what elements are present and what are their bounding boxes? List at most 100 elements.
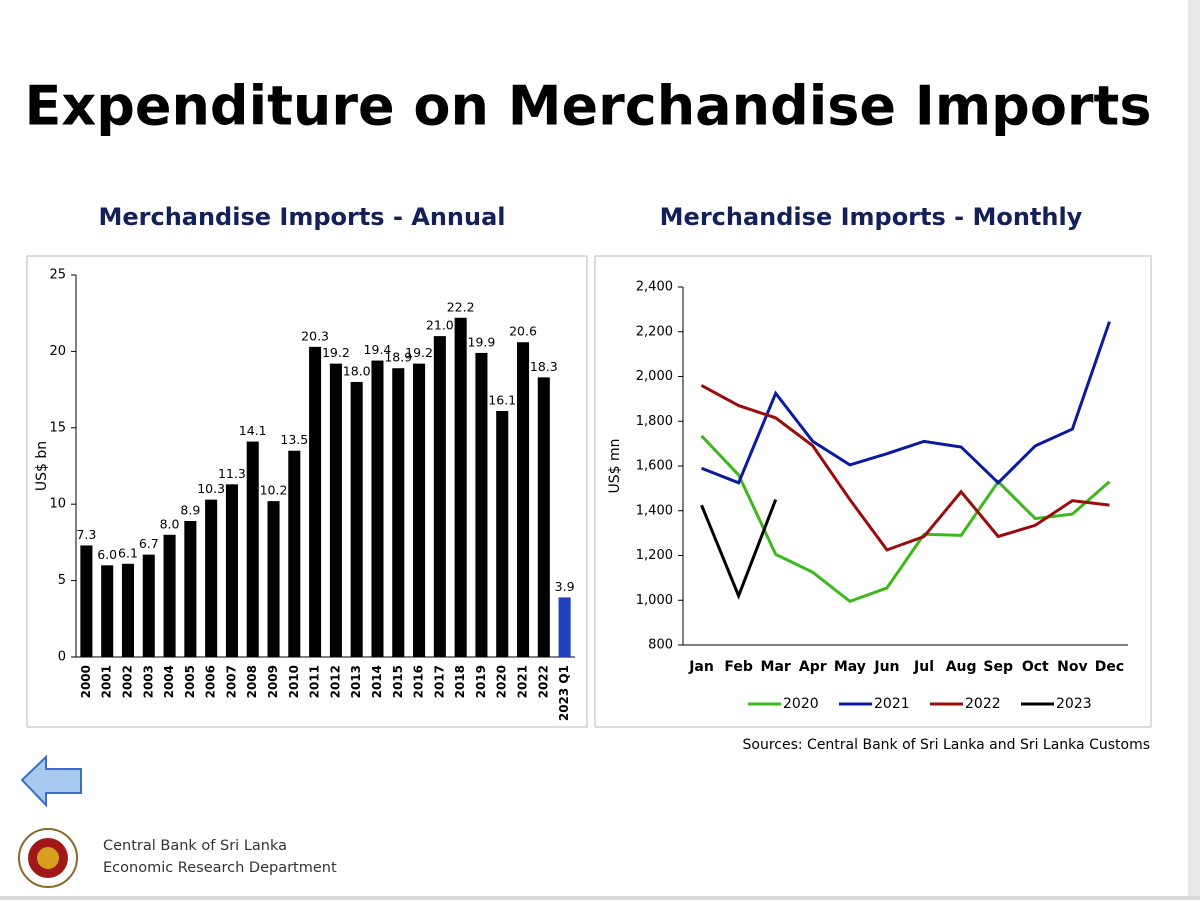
bar [413,363,426,657]
data-label: 18.0 [343,363,371,378]
x-tick-label: 2010 [287,665,301,698]
x-tick-label: 2012 [328,665,342,698]
y-axis-label: US$ mn [607,438,623,493]
data-label: 10.2 [260,483,288,498]
logo [37,847,59,869]
panel [594,255,1152,728]
bar [516,342,530,657]
data-label: 16.1 [488,392,516,407]
data-label: 8.0 [160,516,180,531]
x-tick-label: 2020 [495,665,509,698]
x-tick-label: Nov [1057,659,1087,675]
y-tick-label: 800 [648,638,673,653]
y-tick-label: 2,400 [636,280,673,295]
x-tick-label: 2003 [141,665,155,698]
data-label: 14.1 [239,423,267,438]
edge [0,896,1200,900]
x-tick-label: 2001 [100,665,114,698]
bar [350,381,363,657]
data-label: 7.3 [76,527,96,542]
data-label: 10.3 [197,481,225,496]
y-tick-label: 0 [58,650,66,665]
bar [309,346,322,657]
x-tick-label: Sep [983,659,1013,675]
x-tick-label: 2006 [204,665,218,698]
legend-label: 2022 [965,696,1001,712]
x-tick-label: 2000 [79,665,93,698]
data-label: 6.1 [118,545,138,560]
bar [142,554,155,657]
series-line [700,434,1111,604]
data-label: 20.6 [509,324,537,339]
x-tick-label: Mar [761,659,791,675]
bar [267,501,280,657]
x-tick-label: 2007 [224,665,238,698]
bar [205,499,218,657]
y-tick-label: 20 [49,344,66,359]
series-line [700,321,1111,485]
x-tick-label: Jan [688,659,714,675]
bar [121,563,135,657]
bar [80,545,93,657]
data-label: 22.2 [447,299,475,314]
y-tick-label: 1,000 [636,593,673,608]
bar [558,597,571,657]
x-tick-label: 2022 [536,665,550,698]
x-tick-label: 2011 [308,665,322,698]
y-tick-label: 2,000 [636,369,673,384]
footer-text: Economic Research Department [103,860,337,876]
x-tick-label: May [834,659,866,675]
y-tick-label: 1,400 [636,503,673,518]
bar [475,352,488,657]
source: Sources: Central Bank of Sri Lanka and S… [743,737,1151,753]
back-arrow[interactable] [20,754,82,808]
x-tick-label: 2014 [370,665,384,698]
edge [1188,0,1200,900]
x-tick-label: Oct [1022,659,1049,675]
legend-label: 2021 [874,696,910,712]
y-tick-label: 15 [49,420,66,435]
legend-label: 2020 [783,696,819,712]
data-label: 11.3 [218,466,246,481]
y-axis-label: US$ bn [34,441,50,491]
data-label: 19.9 [468,334,496,349]
bar [101,565,114,657]
bar [225,484,238,657]
x-tick-label: Apr [799,659,827,675]
series-line [700,499,778,600]
x-tick-label: 2016 [412,665,426,698]
x-tick-label: 2023 Q1 [557,665,571,721]
bar [371,360,384,657]
data-label: 6.7 [139,536,159,551]
y-tick-label: 1,800 [636,414,673,429]
data-label: 20.3 [301,328,329,343]
x-tick-label: 2015 [391,665,405,698]
y-tick-label: 5 [58,573,66,588]
data-label: 13.5 [280,432,308,447]
data-label: 3.9 [555,579,575,594]
x-tick-label: 2021 [516,665,530,698]
bar [329,363,342,657]
panel [26,255,588,728]
x-tick-label: Feb [724,659,753,675]
bar [392,368,405,657]
data-label: 8.9 [180,503,200,518]
footer-text: Central Bank of Sri Lanka [103,838,287,854]
x-tick-label: Aug [946,659,977,675]
x-tick-label: Dec [1095,659,1124,675]
x-tick-label: 2002 [120,665,134,698]
x-tick-label: 2019 [474,665,488,698]
x-tick-label: Jun [873,659,899,675]
x-tick-label: 2009 [266,665,280,698]
y-tick-label: 25 [49,268,66,283]
data-label: 6.0 [97,547,117,562]
bar [163,534,176,657]
x-tick-label: 2017 [432,665,446,698]
x-tick-label: 2018 [453,665,467,698]
data-label: 18.3 [530,359,558,374]
data-label: 21.0 [426,318,454,333]
x-tick-label: 2004 [162,665,176,698]
slide-title: Expenditure on Merchandise Imports [24,75,1151,138]
bar [433,336,446,657]
